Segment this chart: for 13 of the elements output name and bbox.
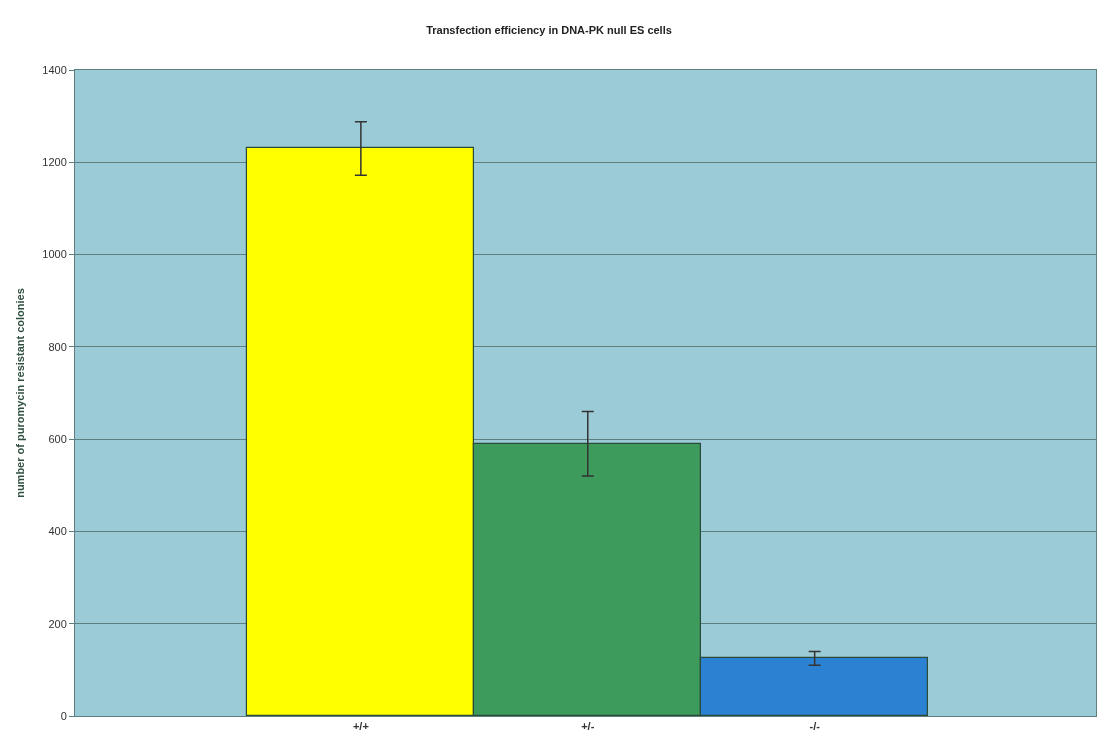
y-tick-label: 800 [48,340,67,353]
y-tick-label: 1000 [42,248,67,261]
y-tick-label: 600 [48,432,67,445]
y-axis-title: number of puromycin resistant colonies [13,288,26,498]
y-tick-label: 1400 [42,63,67,76]
y-tick-label: 200 [48,617,67,630]
x-tick-label: -/- [809,720,821,733]
y-tick-label: 0 [60,709,67,722]
y-tick-label: 1200 [42,156,67,169]
y-tick-label: 400 [48,525,67,538]
x-tick-label: +/- [581,720,595,733]
chart-title: Transfection efficiency in DNA-PK null ES cells [426,24,672,37]
x-tick-label: +/+ [352,720,369,733]
